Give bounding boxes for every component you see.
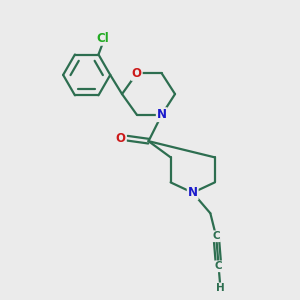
- Text: N: N: [157, 108, 167, 121]
- Text: H: H: [216, 284, 224, 293]
- Text: N: N: [188, 186, 198, 199]
- Text: C: C: [212, 231, 220, 241]
- Text: Cl: Cl: [97, 32, 109, 45]
- Text: O: O: [132, 67, 142, 80]
- Text: O: O: [116, 132, 126, 145]
- Text: C: C: [215, 261, 222, 271]
